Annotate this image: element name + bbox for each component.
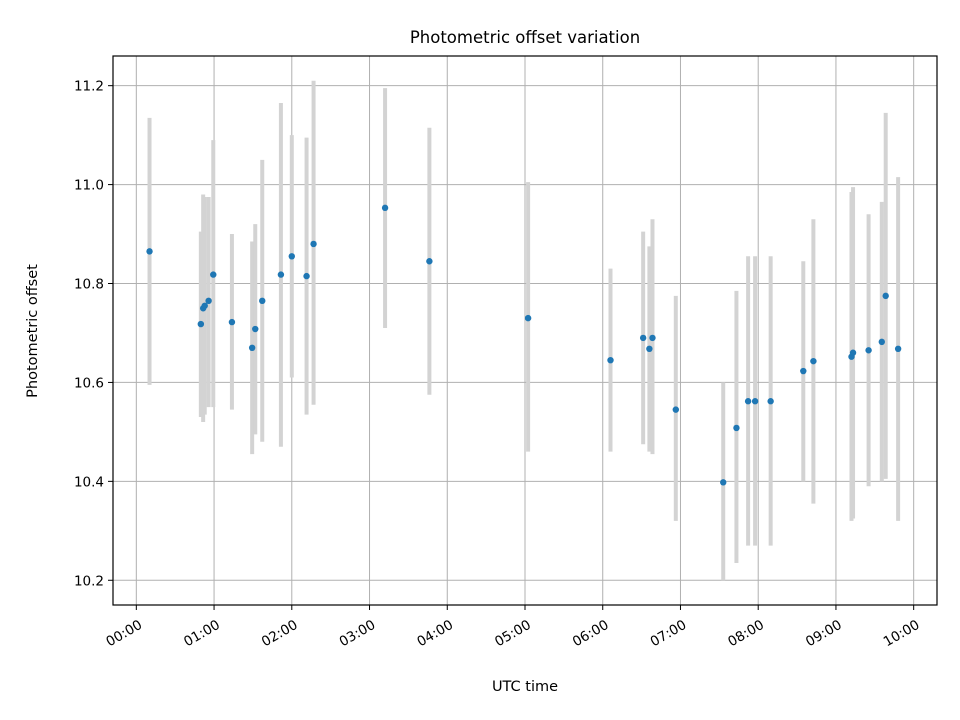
data-point: [720, 479, 727, 486]
data-point: [767, 398, 774, 405]
data-point: [733, 424, 740, 432]
x-tick-label: 10:00: [881, 617, 923, 650]
x-tick-label: 02:00: [259, 617, 301, 650]
data-point: [672, 406, 680, 413]
x-tick-label: 03:00: [337, 617, 379, 650]
data-point: [800, 367, 807, 375]
x-tick-label: 00:00: [103, 617, 145, 650]
data-point: [878, 338, 886, 346]
data-point: [205, 297, 212, 305]
data-point: [751, 398, 759, 405]
chart-title: Photometric offset variation: [410, 28, 640, 47]
data-point: [277, 271, 285, 278]
y-tick-label: 10.6: [74, 375, 104, 391]
x-tick-label: 05:00: [492, 617, 534, 650]
data-point: [228, 318, 236, 326]
data-point: [639, 334, 647, 342]
y-tick-label: 11.0: [74, 178, 104, 194]
data-point: [288, 253, 295, 260]
data-point: [524, 314, 532, 322]
y-tick-label: 10.2: [74, 573, 104, 589]
error-bars: [147, 80, 901, 581]
data-point: [252, 325, 259, 333]
data-point: [303, 272, 310, 280]
data-points: [146, 204, 902, 486]
data-point: [894, 345, 902, 352]
data-point: [744, 398, 752, 405]
y-axis-label: Photometric offset: [25, 264, 41, 398]
y-tick-label: 10.8: [74, 277, 104, 293]
x-tick-label: 09:00: [803, 617, 845, 650]
data-point: [426, 258, 433, 265]
data-point: [201, 302, 208, 309]
data-point: [146, 248, 153, 255]
data-point: [607, 356, 614, 364]
x-tick-label: 01:00: [181, 617, 223, 650]
data-point: [646, 345, 653, 352]
data-point: [197, 320, 205, 328]
y-axis-ticks: 10.2 10.4 10.6 10.8 11.0 11.2: [74, 79, 113, 589]
data-point: [381, 204, 389, 212]
data-point: [310, 240, 317, 248]
x-axis-label: UTC time: [492, 679, 558, 695]
x-tick-label: 06:00: [570, 617, 612, 650]
data-point: [882, 292, 889, 300]
data-point: [810, 357, 817, 365]
x-tick-label: 04:00: [414, 617, 456, 650]
x-tick-label: 08:00: [725, 617, 767, 650]
data-point: [248, 344, 256, 352]
data-point: [865, 347, 872, 354]
data-point: [259, 297, 266, 305]
x-axis-ticks: 00:00 01:00 02:00 03:00 04:00 05:00 06:00 07:00…: [103, 605, 922, 650]
data-point: [210, 271, 217, 278]
data-point: [849, 349, 857, 356]
y-tick-label: 10.4: [74, 474, 104, 490]
x-tick-label: 07:00: [648, 617, 690, 650]
grid-lines: [113, 56, 937, 605]
y-tick-label: 11.2: [74, 79, 104, 95]
data-point: [649, 334, 656, 342]
